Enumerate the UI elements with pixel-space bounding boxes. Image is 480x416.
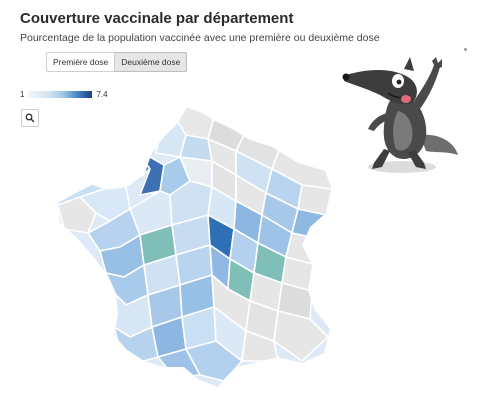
legend-gradient-bar (28, 91, 93, 98)
color-legend: 1 7.4 (20, 90, 108, 99)
dose-toggle: Première dose Deuxième dose (46, 52, 188, 72)
wolf-cartoon-icon (342, 57, 458, 173)
menu-dot-icon[interactable] (464, 48, 467, 51)
search-icon (25, 113, 35, 123)
zoom-button[interactable] (21, 109, 39, 127)
second-dose-button[interactable]: Deuxième dose (115, 52, 188, 72)
legend-min-label: 1 (20, 90, 25, 99)
page-subtitle: Pourcentage de la population vaccinée av… (20, 32, 380, 44)
page-title: Couverture vaccinale par département (20, 10, 294, 27)
first-dose-button[interactable]: Première dose (46, 52, 116, 72)
legend-max-label: 7.4 (96, 90, 108, 99)
departments[interactable] (52, 105, 332, 382)
france-department-map[interactable] (40, 105, 340, 390)
